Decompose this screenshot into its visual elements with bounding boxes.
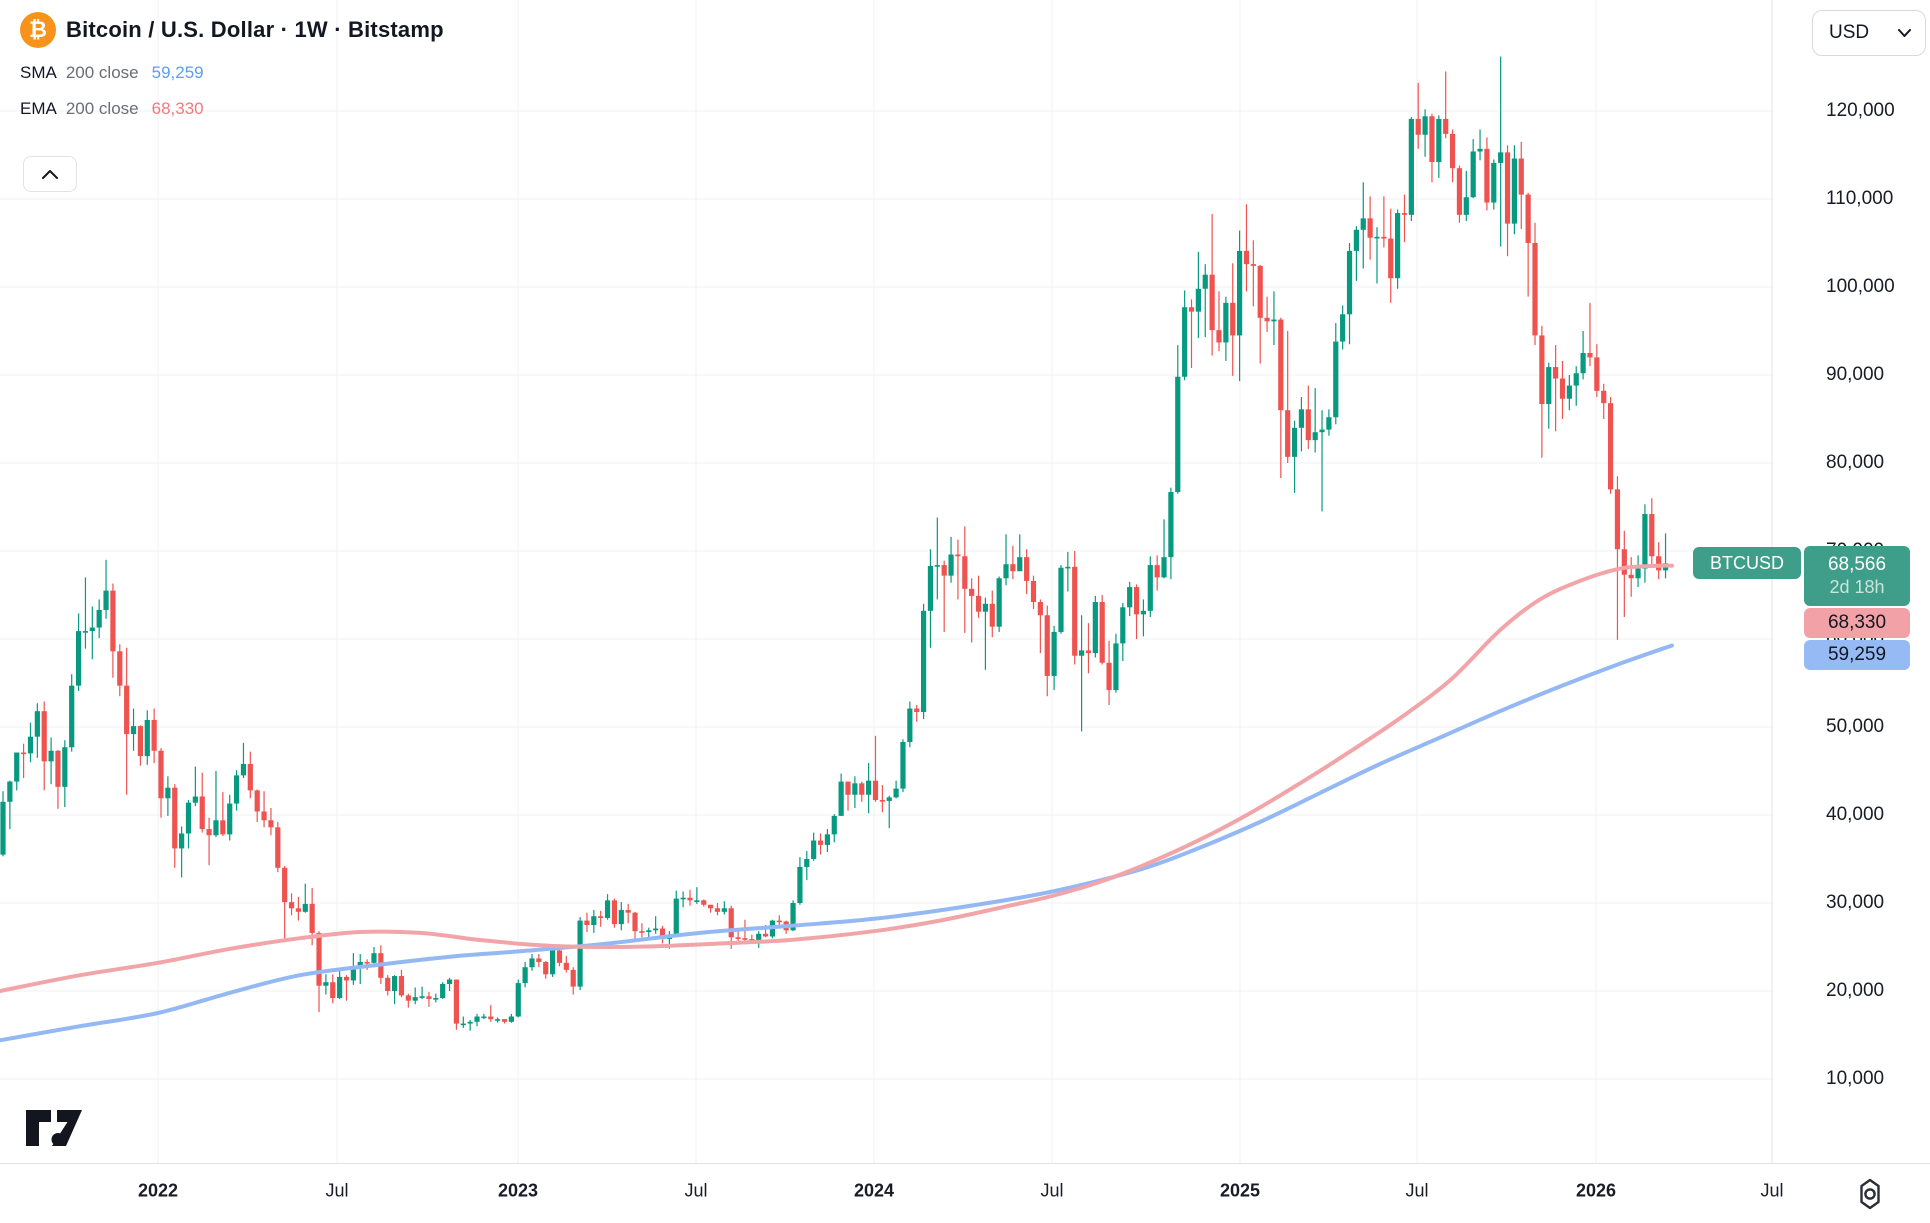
symbol-title-row[interactable]: ₿ Bitcoin / U.S. Dollar · 1W · Bitstamp: [20, 12, 444, 48]
price-tick-label: 110,000: [1826, 188, 1894, 209]
bitcoin-icon: ₿: [20, 12, 56, 48]
time-tick-label: 2024: [853, 1180, 895, 1201]
time-tick-label: 2023: [497, 1180, 539, 1201]
price-tick-label: 10,000: [1826, 1068, 1885, 1089]
sma-value: 59,259: [151, 63, 204, 82]
time-tick-label: Jul: [1760, 1180, 1784, 1201]
currency-label: USD: [1829, 22, 1870, 43]
sma-params: 200 close: [65, 63, 139, 82]
price-tick-label: 30,000: [1826, 892, 1885, 913]
time-tick-label: 2026: [1575, 1180, 1617, 1201]
ema-price-badge: 68,330: [1804, 608, 1910, 638]
currency-select[interactable]: USD: [1812, 10, 1926, 56]
ema-line: [0, 563, 1674, 993]
symbol-title[interactable]: Bitcoin / U.S. Dollar · 1W · Bitstamp: [66, 17, 444, 42]
sma-line: [0, 643, 1674, 1043]
time-tick-label: Jul: [1405, 1180, 1429, 1201]
tradingview-logo-icon: [26, 1110, 82, 1146]
time-tick-label: Jul: [1040, 1180, 1064, 1201]
collapse-legend-button[interactable]: [23, 156, 77, 192]
time-tick-label: 2022: [137, 1180, 179, 1201]
price-tick-label: 20,000: [1826, 980, 1885, 1001]
sma-price-badge: 59,259: [1804, 640, 1910, 670]
price-tick-label: 90,000: [1826, 364, 1885, 385]
indicator-row-ema[interactable]: EMA 200 close 68,330: [20, 98, 444, 120]
time-tick-label: 2025: [1219, 1180, 1261, 1201]
price-tick-label: 40,000: [1826, 804, 1885, 825]
price-tick-label: 100,000: [1826, 276, 1895, 297]
price-tick-label: 50,000: [1826, 716, 1885, 737]
scale-settings-icon[interactable]: [1853, 1177, 1887, 1216]
legend: ₿ Bitcoin / U.S. Dollar · 1W · Bitstamp …: [20, 12, 444, 192]
tradingview-logo[interactable]: [25, 1108, 83, 1153]
indicator-row-sma[interactable]: SMA 200 close 59,259: [20, 62, 444, 84]
symbol-badge: BTCUSD: [1693, 547, 1801, 579]
candles-layer: [0, 56, 1669, 1031]
price-tick-label: 80,000: [1826, 452, 1885, 473]
time-axis[interactable]: 2022 Jul 2023 Jul 2024 Jul 2025 Jul 2026 Jul: [0, 1163, 1930, 1218]
price-tick-label: 120,000: [1826, 100, 1895, 121]
last-price-value: 68,566: [1827, 553, 1887, 575]
ema-value: 68,330: [151, 99, 204, 118]
sma-name: SMA: [20, 63, 57, 82]
chevron-up-icon: [42, 169, 58, 179]
ema-params: 200 close: [65, 99, 139, 118]
chevron-down-icon: [1898, 29, 1911, 37]
ema-name: EMA: [20, 99, 57, 118]
time-tick-label: Jul: [684, 1180, 708, 1201]
bar-countdown: 2d 18h: [1829, 576, 1885, 597]
last-price-badge: 68,566 2d 18h: [1804, 546, 1910, 606]
time-tick-label: Jul: [325, 1180, 349, 1201]
